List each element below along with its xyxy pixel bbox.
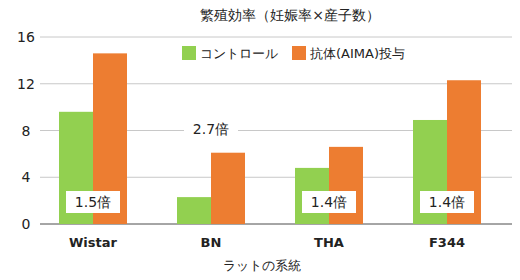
title: 繁殖効率（妊娠率×産子数） — [200, 7, 380, 23]
bars — [59, 53, 481, 224]
annotation: 1.4倍 — [429, 194, 465, 210]
x-axis-label: ラットの系統 — [223, 258, 301, 273]
x-tick-label: F344 — [429, 235, 465, 250]
annotation: 1.4倍 — [311, 194, 347, 210]
x-tick-label: Wistar — [69, 235, 118, 250]
annotation: 1.5倍 — [75, 194, 111, 210]
legend-swatch — [292, 46, 306, 60]
legend-label: 抗体(AIMA)投与 — [310, 46, 405, 61]
annotation: 2.7倍 — [193, 121, 229, 137]
y-tick-label: 0 — [22, 216, 31, 232]
bar — [177, 197, 211, 224]
grid-line — [40, 37, 512, 38]
annotation-box — [66, 191, 120, 213]
y-tick-label: 4 — [22, 169, 31, 185]
x-tick-label: THA — [314, 235, 344, 250]
x-tick-label: BN — [201, 235, 222, 250]
annotation-box — [184, 118, 238, 140]
legend: コントロール 抗体(AIMA)投与 — [176, 42, 405, 64]
y-tick-label: 12 — [17, 76, 35, 92]
y-tick-label: 16 — [17, 29, 35, 45]
y-tick-label: 8 — [22, 123, 31, 139]
annotation-box — [302, 191, 356, 213]
bar — [211, 153, 245, 224]
chart: 繁殖効率（妊娠率×産子数） 0 4 8 12 16 Wistar BN THA F344 ラットの系… — [0, 0, 520, 280]
legend-swatch — [182, 46, 196, 60]
legend-label: コントロール — [200, 46, 278, 61]
annotation-box — [420, 191, 474, 213]
